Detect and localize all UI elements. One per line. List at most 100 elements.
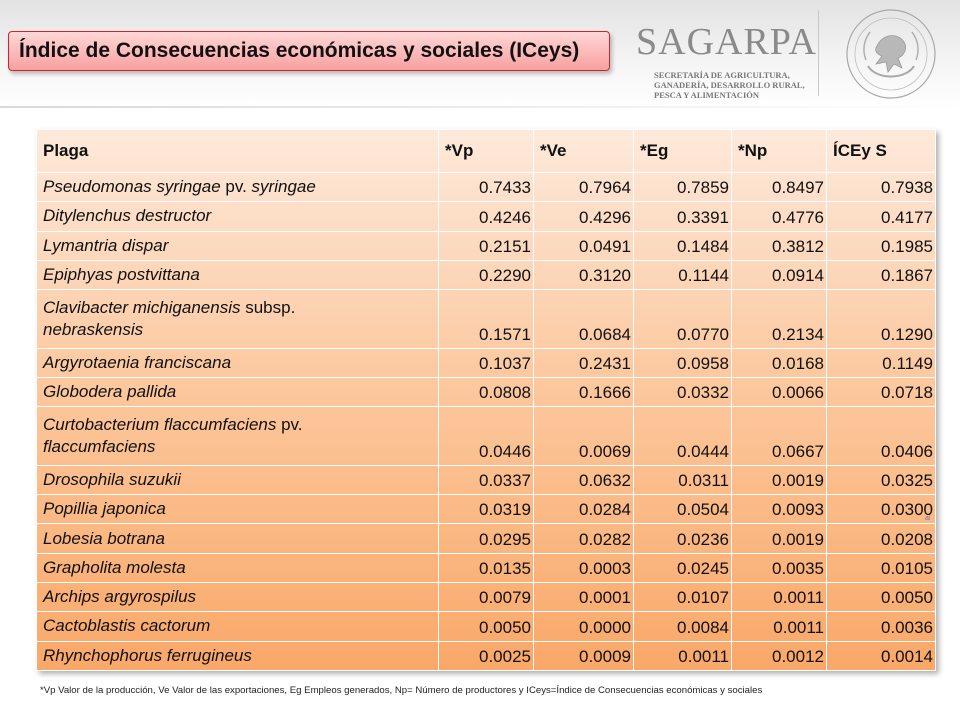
vp-cell: 0.0337 [438, 464, 534, 496]
pest-name-cell: Archips argyrospilus [36, 581, 439, 613]
ve-cell: 0.0069 [533, 406, 634, 466]
np-cell: 0.0011 [731, 611, 827, 642]
np-cell: 0.0093 [731, 494, 827, 525]
eg-cell: 0.0311 [633, 464, 732, 496]
np-cell: 0.2134 [731, 289, 827, 349]
eg-cell: 0.0236 [633, 523, 732, 554]
column-header: Plaga [36, 129, 439, 173]
icey-cell: 0.0105 [826, 552, 936, 583]
eg-cell: 0.0332 [633, 376, 732, 408]
pest-name-cell: Grapholita molesta [36, 552, 439, 583]
pest-name-cell: Cactoblastis cactorum [36, 611, 439, 642]
ve-cell: 0.0003 [533, 552, 634, 583]
icey-cell: 0.1149 [826, 347, 936, 378]
pest-name-plain: pv. [276, 415, 303, 435]
table-row: Popillia japonica 0.0319 0.0284 0.0504 0… [36, 494, 936, 525]
eg-cell: 0.0958 [633, 347, 732, 378]
pest-name-italic: nebraskensis [43, 319, 144, 339]
eg-cell: 0.7859 [633, 171, 732, 203]
pest-name-cell: Clavibacter michiganensis subsp. nebraske… [36, 289, 439, 349]
title-box: Índice de Consecuencias económicas y soc… [8, 31, 610, 71]
column-header: *Np [731, 129, 827, 173]
pest-name-cell: Rhynchophorus ferrugineus [36, 640, 439, 672]
vp-cell: 0.7433 [438, 171, 534, 203]
table-row: Curtobacterium flaccumfaciens pv. flaccum… [36, 406, 936, 466]
vp-cell: 0.2290 [438, 259, 534, 291]
vp-cell: 0.0025 [438, 640, 534, 672]
table-row: Epiphyas postvittana 0.2290 0.3120 0.114… [36, 259, 936, 291]
icey-cell: 0.0014 [826, 640, 936, 672]
vp-cell: 0.0295 [438, 523, 534, 554]
logo-subtitle-line: GANADERÍA, DESARROLLO RURAL, [654, 80, 805, 90]
np-cell: 0.0168 [731, 347, 827, 378]
vp-cell: 0.1571 [438, 289, 534, 349]
pest-name-italic: flaccumfaciens [43, 437, 156, 457]
ve-cell: 0.2431 [533, 347, 634, 378]
footnote: *Vp Valor de la producción, Ve Valor de … [40, 685, 763, 696]
ve-cell: 0.3120 [533, 259, 634, 291]
pest-name-cell: Lobesia botrana [36, 523, 439, 554]
pest-name-cell: Drosophila suzukii [36, 464, 439, 496]
table-row: Grapholita molesta 0.0135 0.0003 0.0245 … [36, 552, 936, 583]
table-row: Ditylenchus destructor 0.4246 0.4296 0.3… [36, 201, 936, 232]
pest-name-plain: subsp. [240, 297, 296, 317]
logo-subtitle-line: PESCA Y ALIMENTACIÓN [654, 90, 760, 100]
np-cell: 0.0019 [731, 464, 827, 496]
np-cell: 0.0667 [731, 406, 827, 466]
icey-cell: 0.0036 [826, 611, 936, 642]
eg-cell: 0.1144 [633, 259, 732, 291]
eg-cell: 0.1484 [633, 230, 732, 261]
vp-cell: 0.0808 [438, 376, 534, 408]
table-row: Argyrotaenia franciscana 0.1037 0.2431 0… [36, 347, 936, 378]
table-row: Clavibacter michiganensis subsp. nebraske… [36, 289, 936, 349]
page-title: Índice de Consecuencias económicas y soc… [19, 39, 580, 62]
ve-cell: 0.1666 [533, 376, 634, 408]
pest-name-cell: Popillia japonica [36, 494, 439, 525]
ve-cell: 0.0491 [533, 230, 634, 261]
eg-cell: 0.0245 [633, 552, 732, 583]
sagarpa-wordmark: SAGARPA [636, 21, 817, 63]
pest-name-plain: pv. [220, 177, 252, 197]
ve-cell: 0.0009 [533, 640, 634, 672]
pest-name-cell: Pseudomonas syringae pv. syringae [36, 171, 439, 203]
icey-cell: 0.0300 [826, 494, 936, 525]
icey-cell: 0.7938 [826, 171, 936, 203]
logo-divider [818, 10, 819, 96]
np-cell: 0.0914 [731, 259, 827, 291]
table-row: Drosophila suzukii 0.0337 0.0632 0.0311 … [36, 464, 936, 496]
pest-name-italic: Curtobacterium flaccumfaciens [43, 415, 277, 435]
ve-cell: 0.0632 [533, 464, 634, 496]
vp-cell: 0.0050 [438, 611, 534, 642]
np-cell: 0.0011 [731, 581, 827, 613]
table-row: Lymantria dispar 0.2151 0.0491 0.1484 0.… [36, 230, 936, 261]
icey-cell: 0.1867 [826, 259, 936, 291]
np-cell: 0.0066 [731, 376, 827, 408]
pest-name-cell: Globodera pallida [36, 376, 439, 408]
eg-cell: 0.0444 [633, 406, 732, 466]
pest-name-cell: Ditylenchus destructor [36, 201, 439, 232]
ve-cell: 0.0000 [533, 611, 634, 642]
np-cell: 0.8497 [731, 171, 827, 203]
pest-name-italic: Clavibacter michiganensis [43, 297, 241, 317]
pest-name-cell: Lymantria dispar [36, 230, 439, 261]
vp-cell: 0.2151 [438, 230, 534, 261]
column-header: *Vp [438, 129, 534, 173]
eg-cell: 0.3391 [633, 201, 732, 232]
eg-cell: 0.0107 [633, 581, 732, 613]
vp-cell: 0.0079 [438, 581, 534, 613]
table-row: Globodera pallida 0.0808 0.1666 0.0332 0… [36, 376, 936, 408]
table-row: Pseudomonas syringae pv. syringae 0.7433… [36, 171, 936, 203]
np-cell: 0.3812 [731, 230, 827, 261]
np-cell: 0.0035 [731, 552, 827, 583]
ve-cell: 0.4296 [533, 201, 634, 232]
vp-cell: 0.1037 [438, 347, 534, 378]
np-cell: 0.4776 [731, 201, 827, 232]
icey-cell: 0.0718 [826, 376, 936, 408]
table-row: Archips argyrospilus 0.0079 0.0001 0.010… [36, 581, 936, 613]
np-cell: 0.0019 [731, 523, 827, 554]
eg-cell: 0.0011 [633, 640, 732, 672]
table-row: Lobesia botrana 0.0295 0.0282 0.0236 0.0… [36, 523, 936, 554]
ve-cell: 0.7964 [533, 171, 634, 203]
pest-name-cell: Argyrotaenia franciscana [36, 347, 439, 378]
eg-cell: 0.0770 [633, 289, 732, 349]
